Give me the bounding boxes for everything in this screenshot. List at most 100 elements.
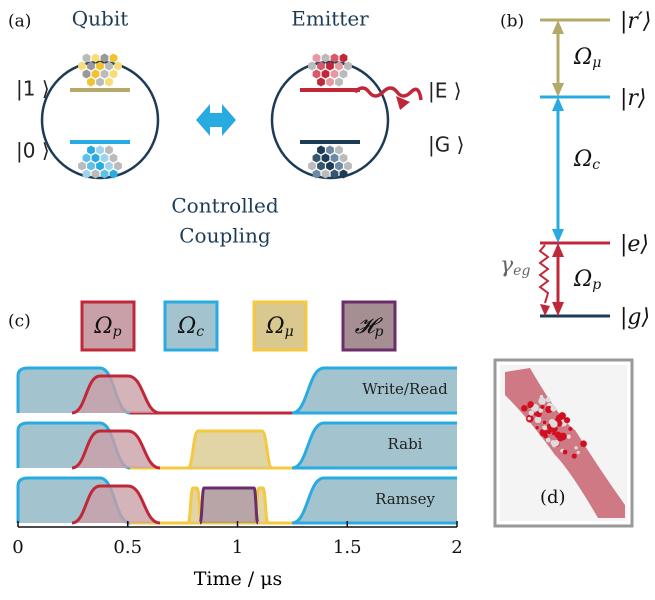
symbol: γ xyxy=(500,253,514,278)
atom xyxy=(340,54,348,63)
level-label: |g⟩ xyxy=(620,305,650,330)
atom xyxy=(92,70,100,79)
level-label: |e⟩ xyxy=(620,232,649,257)
atom xyxy=(529,410,534,415)
row-label: Write/Read xyxy=(362,380,448,398)
legend: ΩpΩcΩμ𝓗p xyxy=(82,302,395,350)
level-label: |r′⟩ xyxy=(620,9,652,34)
atom xyxy=(96,78,104,87)
atom xyxy=(110,70,118,79)
atom xyxy=(308,162,316,171)
arrowhead xyxy=(396,96,410,110)
atom xyxy=(87,78,95,87)
atom xyxy=(87,162,95,171)
x-tick-label: 0.5 xyxy=(113,537,142,558)
atom xyxy=(335,78,343,87)
atom xyxy=(101,70,109,79)
arrowhead xyxy=(540,304,550,316)
panel-label: (c) xyxy=(8,312,31,332)
atom xyxy=(566,434,570,438)
atom xyxy=(92,154,100,163)
atom xyxy=(326,162,334,171)
atom xyxy=(114,162,122,171)
atom xyxy=(550,406,556,412)
emission-wave xyxy=(355,88,421,100)
atom xyxy=(105,162,113,171)
atom xyxy=(101,154,109,163)
atom xyxy=(557,435,564,442)
arrowhead xyxy=(552,229,564,243)
atom xyxy=(572,453,577,458)
atom xyxy=(317,78,325,87)
atom xyxy=(563,450,568,455)
row-label: Rabi xyxy=(388,435,423,453)
subscript: p xyxy=(374,324,383,340)
subscript: eg xyxy=(513,263,530,279)
atom xyxy=(78,162,86,171)
atom xyxy=(540,395,543,398)
subscript: c xyxy=(592,157,600,173)
symbol: Ω xyxy=(265,314,284,339)
arrowhead xyxy=(552,20,564,34)
coupling-label: Controlled xyxy=(171,194,278,218)
rabi-label: Ωμ xyxy=(573,45,601,71)
symbol: Ω xyxy=(573,267,592,292)
symbol: Ω xyxy=(573,45,592,70)
x-axis-label: Time / μs xyxy=(194,568,283,590)
atom xyxy=(542,425,547,430)
atom xyxy=(326,146,334,155)
coupling-arrow xyxy=(196,104,236,136)
atom xyxy=(546,397,551,402)
arrowhead xyxy=(552,97,564,111)
rabi-label: Ωc xyxy=(573,147,600,173)
atom xyxy=(322,70,330,79)
atom xyxy=(535,426,538,429)
atom xyxy=(317,162,325,171)
subscript: c xyxy=(196,324,204,340)
emitter-title: Emitter xyxy=(291,7,369,31)
atom xyxy=(96,146,104,155)
symbol: Ω xyxy=(573,147,592,172)
atom xyxy=(543,421,546,424)
atom xyxy=(317,146,325,155)
atom xyxy=(556,432,559,435)
arrowhead xyxy=(552,83,564,97)
pulse-fill xyxy=(292,423,457,468)
atom xyxy=(105,78,113,87)
atom xyxy=(110,154,118,163)
atom xyxy=(547,429,552,434)
x-tick-label: 2 xyxy=(451,537,462,558)
atom xyxy=(340,70,348,79)
atom xyxy=(83,54,91,63)
atom xyxy=(322,154,330,163)
panel-label: (a) xyxy=(8,12,31,32)
panel-label: (d) xyxy=(540,487,566,508)
x-tick-label: 1.5 xyxy=(333,537,362,558)
atom xyxy=(540,405,544,409)
atom xyxy=(574,446,577,449)
coupling-label: Coupling xyxy=(179,224,271,248)
state: |0 ⟩ xyxy=(16,139,50,163)
decay-label: γeg xyxy=(500,253,530,279)
x-tick-label: 0 xyxy=(12,537,23,558)
atom xyxy=(110,54,118,63)
pulse-fill xyxy=(200,488,258,523)
pulse-fill xyxy=(188,431,272,468)
state: |G ⟩ xyxy=(428,133,464,157)
subscript: μ xyxy=(592,55,601,71)
atom xyxy=(313,70,321,79)
atom xyxy=(553,440,559,446)
subscript: p xyxy=(113,324,122,340)
atom xyxy=(568,427,572,431)
atom xyxy=(313,154,321,163)
atom xyxy=(105,146,113,155)
panel-label: (b) xyxy=(500,12,524,32)
atom xyxy=(335,162,343,171)
symbol: Ω xyxy=(177,314,196,339)
atom xyxy=(83,70,91,79)
atom xyxy=(344,162,352,171)
arrowhead xyxy=(552,302,564,316)
atom xyxy=(527,403,532,408)
atom xyxy=(564,417,570,423)
level-label: |r⟩ xyxy=(620,86,647,111)
